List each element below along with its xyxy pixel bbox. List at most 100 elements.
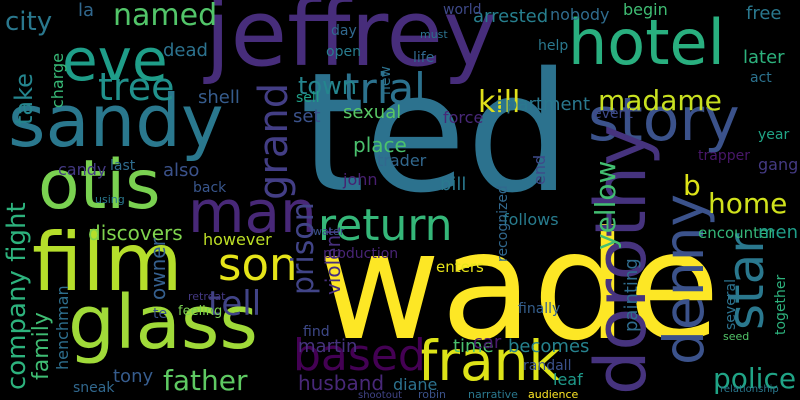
word: water xyxy=(313,225,345,238)
word: narrative xyxy=(468,388,518,400)
word: sell xyxy=(296,90,320,106)
word: film xyxy=(32,216,183,309)
word: back xyxy=(193,180,227,196)
word: prison xyxy=(286,202,321,295)
word: trapper xyxy=(698,148,750,164)
word: seed xyxy=(723,330,749,343)
word: take xyxy=(10,73,38,125)
word: home xyxy=(708,187,787,220)
word: car xyxy=(473,332,502,353)
word: grand xyxy=(251,83,297,200)
word: help xyxy=(538,38,568,54)
word: eve xyxy=(62,26,168,94)
word: arrested xyxy=(473,6,548,27)
word: company fight xyxy=(2,202,32,390)
word: sexual xyxy=(343,102,401,123)
word: retreat xyxy=(188,290,226,303)
word: police xyxy=(713,362,796,395)
word: feeling xyxy=(178,304,222,319)
word: end xyxy=(530,155,549,185)
word: city xyxy=(5,7,52,37)
word: story xyxy=(588,85,740,155)
word: event xyxy=(593,106,633,122)
word: glass xyxy=(68,280,258,366)
word: robin xyxy=(418,388,446,400)
word: shootout xyxy=(358,390,402,400)
word: denny xyxy=(652,194,716,365)
word: ted xyxy=(300,37,571,229)
word: men xyxy=(758,222,798,243)
word: trial xyxy=(343,64,426,113)
word: family xyxy=(29,312,54,380)
word: father xyxy=(163,364,248,397)
word: painting xyxy=(621,258,642,332)
word: madame xyxy=(598,84,722,117)
word: however xyxy=(203,230,272,249)
word: jeffrey xyxy=(203,0,497,87)
word: frank xyxy=(418,329,561,393)
word: sneak xyxy=(73,380,115,396)
word: encounter xyxy=(698,224,775,242)
word: otis xyxy=(38,146,161,225)
word: owner xyxy=(146,237,170,300)
word: several xyxy=(723,279,739,330)
word: also xyxy=(163,160,199,181)
word: based xyxy=(293,330,426,381)
word: last xyxy=(110,158,136,174)
word: using xyxy=(95,193,125,206)
word: tony xyxy=(113,366,153,387)
word: tree xyxy=(98,65,174,109)
word: tell xyxy=(208,284,261,324)
word: becomes xyxy=(508,336,589,357)
word: kill xyxy=(478,85,520,120)
word: nobody xyxy=(550,5,610,24)
word: act xyxy=(750,70,772,86)
word: yellow xyxy=(589,161,622,250)
word: recognized xyxy=(495,185,511,262)
word: hotel xyxy=(568,6,725,79)
word: charge xyxy=(48,53,67,108)
word: dead xyxy=(163,40,208,61)
word: husband xyxy=(298,371,384,395)
word: diane xyxy=(393,375,437,394)
word: randall xyxy=(523,358,571,374)
word: apartment xyxy=(495,94,590,115)
word: town xyxy=(298,72,357,100)
word: together xyxy=(773,274,789,335)
word: violent xyxy=(321,227,345,295)
word: henchman xyxy=(53,285,72,370)
word: john xyxy=(342,170,378,189)
word: man xyxy=(188,178,317,246)
word: year xyxy=(758,127,789,143)
word: follows xyxy=(503,210,559,229)
word: place xyxy=(353,133,407,157)
word: son xyxy=(218,238,298,291)
word: star xyxy=(717,233,775,330)
word: enters xyxy=(436,258,484,276)
word: find xyxy=(303,324,330,340)
word: shell xyxy=(198,87,240,108)
word: must xyxy=(420,28,448,41)
word: sandy xyxy=(8,79,224,163)
word: production xyxy=(323,246,398,262)
word: open xyxy=(326,44,361,60)
word: return xyxy=(318,200,453,251)
word: world xyxy=(443,2,482,18)
word: trader xyxy=(377,151,427,170)
word: force xyxy=(443,108,483,127)
word: named xyxy=(113,0,217,33)
word: begin xyxy=(623,0,668,19)
word: wade xyxy=(318,200,720,374)
word: te xyxy=(153,306,167,322)
word: finally xyxy=(518,301,560,317)
word: time xyxy=(453,336,494,357)
word: life xyxy=(413,50,434,66)
word: new xyxy=(378,66,394,95)
word: dorothy xyxy=(580,124,662,395)
word: martin xyxy=(298,336,357,357)
word: later xyxy=(743,47,785,68)
word: audience xyxy=(528,388,579,400)
